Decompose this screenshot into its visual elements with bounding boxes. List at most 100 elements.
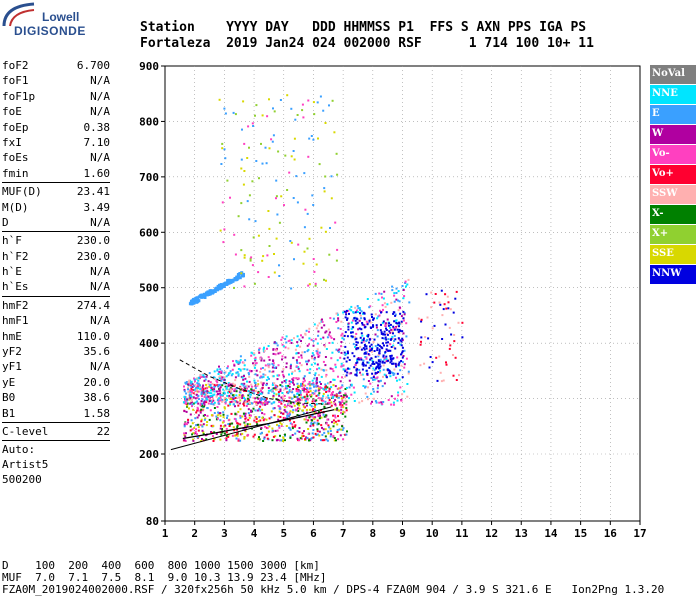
- trace-point: [286, 387, 289, 390]
- trace-point: [221, 431, 224, 434]
- trace-point: [341, 337, 344, 340]
- trace-point: [378, 371, 381, 374]
- trace-point: [308, 371, 311, 374]
- trace-point: [365, 369, 368, 372]
- trace-point: [320, 416, 323, 419]
- trace-point: [338, 409, 341, 412]
- trace-point: [353, 366, 356, 369]
- trace-point: [363, 343, 366, 346]
- trace-point: [298, 407, 301, 410]
- trace-point: [193, 378, 196, 381]
- trace-point: [211, 431, 213, 434]
- trace-point: [297, 410, 300, 412]
- trace-point: [352, 318, 355, 321]
- trace-point: [262, 348, 265, 351]
- trace-point: [317, 397, 320, 400]
- trace-point: [379, 365, 382, 368]
- trace-point: [402, 332, 405, 335]
- trace-point: [382, 368, 385, 371]
- trace-point: [240, 202, 243, 205]
- trace-point: [440, 380, 443, 383]
- trace-point: [407, 372, 410, 375]
- trace-point: [342, 438, 345, 441]
- trace-point: [303, 390, 306, 393]
- trace-point: [379, 309, 381, 312]
- trace-point: [259, 376, 262, 379]
- trace-point: [305, 415, 308, 418]
- trace-point: [280, 396, 283, 399]
- trace-point: [400, 360, 403, 362]
- trace-point: [360, 332, 363, 335]
- trace-point: [238, 401, 241, 404]
- trace-point: [272, 352, 275, 355]
- trace-point: [298, 398, 301, 400]
- trace-point: [237, 374, 240, 377]
- trace-point: [317, 355, 320, 358]
- trace-point: [300, 383, 303, 386]
- trace-point: [392, 311, 395, 314]
- trace-point: [199, 384, 201, 387]
- trace-point: [268, 227, 271, 230]
- trace-point: [213, 407, 216, 409]
- trace-point: [299, 390, 302, 392]
- trace-point: [223, 228, 226, 231]
- trace-point: [386, 344, 389, 347]
- trace-point: [189, 425, 192, 428]
- trace-point: [281, 370, 284, 373]
- trace-point: [284, 154, 287, 157]
- param-value: 0.38: [83, 120, 111, 134]
- trace-point: [335, 348, 338, 351]
- trace-point: [253, 419, 256, 422]
- trace-point: [313, 392, 316, 395]
- trace-point: [241, 273, 245, 276]
- trace-point: [248, 373, 250, 376]
- trace-point: [260, 427, 263, 430]
- trace-point: [259, 392, 262, 395]
- trace-point: [297, 367, 300, 370]
- trace-point: [367, 386, 369, 389]
- trace-point: [369, 358, 372, 361]
- trace-point: [295, 400, 298, 403]
- trace-point: [382, 308, 384, 311]
- trace-point: [325, 385, 327, 388]
- trace-point: [389, 372, 392, 375]
- trace-point: [378, 348, 381, 351]
- trace-point: [195, 388, 198, 391]
- trace-point: [223, 107, 226, 110]
- trace-point: [379, 379, 382, 382]
- trace-point: [215, 380, 218, 382]
- trace-point: [386, 333, 389, 336]
- trace-point: [265, 384, 268, 386]
- trace-point: [395, 298, 398, 301]
- trace-point: [249, 393, 252, 396]
- trace-point: [345, 352, 348, 355]
- trace-point: [347, 309, 350, 312]
- trace-point: [270, 410, 273, 413]
- trace-point: [367, 398, 369, 401]
- trace-point: [393, 294, 396, 297]
- trace-point: [356, 359, 358, 362]
- trace-point: [431, 327, 434, 330]
- param-row: fxI 7.10: [2, 135, 110, 150]
- trace-point: [249, 396, 252, 399]
- trace-point: [196, 400, 199, 403]
- trace-point: [355, 341, 358, 344]
- trace-point: [330, 395, 333, 398]
- trace-point: [312, 339, 315, 342]
- trace-point: [424, 336, 427, 339]
- trace-point: [191, 391, 193, 394]
- parameter-panel: foF2 6.700 foF1 N/A foF1p N/A foE N/A foEp 0.38 fx…: [2, 58, 110, 487]
- trace-point: [336, 313, 339, 316]
- trace-point: [244, 427, 247, 430]
- trace-point: [297, 390, 300, 393]
- footer: D 100 200 400 600 800 1000 1500 3000 [km…: [2, 560, 664, 596]
- trace-point: [282, 395, 284, 398]
- trace-point: [321, 320, 324, 323]
- trace-point: [292, 388, 295, 390]
- trace-point: [202, 384, 205, 387]
- trace-point: [186, 405, 188, 408]
- trace-point: [317, 422, 320, 425]
- trace-point: [297, 344, 299, 347]
- param-separator: [2, 231, 110, 233]
- trace-point: [350, 321, 353, 324]
